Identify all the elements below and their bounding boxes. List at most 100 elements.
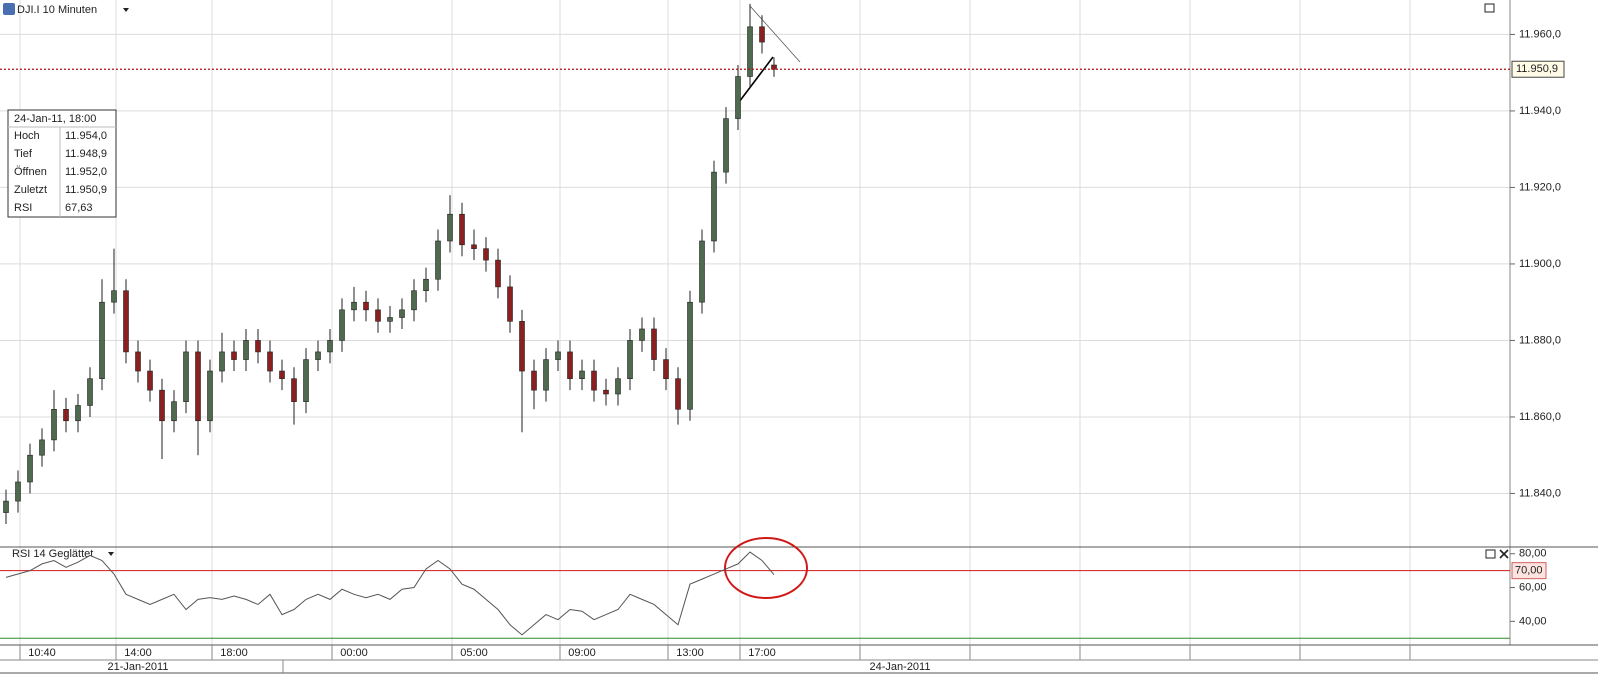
y-tick-label: 60,00 xyxy=(1519,581,1547,593)
rsi-line xyxy=(5,551,775,636)
candle-body xyxy=(171,401,177,422)
candle-body xyxy=(459,213,465,246)
candle-body xyxy=(327,340,333,353)
x-tick-label: 18:00 xyxy=(220,647,248,659)
candle-body xyxy=(375,309,381,322)
candle-body xyxy=(51,408,57,441)
trendline xyxy=(749,5,801,63)
candle-body xyxy=(663,359,669,379)
candle-body xyxy=(567,351,573,379)
candle-body xyxy=(735,76,741,119)
info-label: Öffnen xyxy=(14,166,47,178)
candle-body xyxy=(447,213,453,242)
candle-body xyxy=(507,286,513,322)
candle-body xyxy=(123,290,129,353)
candle-body xyxy=(183,351,189,402)
instrument-title[interactable]: DJI.I 10 Minuten xyxy=(17,4,97,16)
candle-body xyxy=(27,454,33,483)
info-label: Hoch xyxy=(14,130,40,142)
candle-body xyxy=(147,370,153,391)
close-button[interactable] xyxy=(1499,549,1509,559)
level-label: 70,00 xyxy=(1515,565,1543,577)
candle-body xyxy=(255,340,261,353)
y-tick-label: 11.920,0 xyxy=(1519,181,1561,193)
candle-body xyxy=(243,340,249,360)
info-value: 11.950,9 xyxy=(65,184,107,196)
x-tick-label: 09:00 xyxy=(568,647,596,659)
candle-body xyxy=(627,340,633,379)
indicator-title[interactable]: RSI 14 Geglättet xyxy=(12,548,93,560)
candle-body xyxy=(495,259,501,288)
candle-body xyxy=(531,370,537,391)
candle-body xyxy=(207,370,213,422)
dropdown-arrow[interactable] xyxy=(123,8,129,12)
candle-body xyxy=(723,118,729,173)
y-tick-label: 11.940,0 xyxy=(1519,105,1561,117)
candle-body xyxy=(195,351,201,422)
candle-body xyxy=(687,301,693,410)
candle-body xyxy=(699,240,705,303)
x-tick-label: 17:00 xyxy=(748,647,776,659)
candle-body xyxy=(603,389,609,395)
y-tick-label: 11.840,0 xyxy=(1519,487,1561,499)
info-value: 11.948,9 xyxy=(65,148,107,160)
candle-body xyxy=(267,351,273,372)
candle-body xyxy=(351,301,357,311)
candle-body xyxy=(483,248,489,261)
candle-body xyxy=(75,405,81,422)
dropdown-arrow[interactable] xyxy=(108,552,114,556)
date-label: 24-Jan-2011 xyxy=(870,661,931,673)
y-tick-label: 11.900,0 xyxy=(1519,258,1561,270)
last-price-box xyxy=(1511,60,1565,78)
x-tick-label: 10:40 xyxy=(28,647,56,659)
info-label: RSI xyxy=(14,202,32,214)
y-tick-label: 11.960,0 xyxy=(1519,28,1561,40)
y-tick-label: 40,00 xyxy=(1519,615,1547,627)
info-label: Zuletzt xyxy=(14,184,47,196)
candle-body xyxy=(747,26,753,77)
candle-body xyxy=(711,171,717,242)
info-value: 11.954,0 xyxy=(65,130,107,142)
y-tick-label: 11.880,0 xyxy=(1519,334,1561,346)
info-value: 67,63 xyxy=(65,202,93,214)
x-tick-label: 00:00 xyxy=(340,647,368,659)
candle-body xyxy=(135,351,141,372)
date-label: 21-Jan-2011 xyxy=(108,661,169,673)
x-tick-label: 13:00 xyxy=(676,647,704,659)
grid xyxy=(0,0,1510,645)
candle-body xyxy=(675,378,681,410)
candle-body xyxy=(291,378,297,402)
candle-body xyxy=(759,26,765,43)
candle-body xyxy=(543,359,549,391)
candle-body xyxy=(555,351,561,360)
candle-body xyxy=(363,301,369,311)
candle-body xyxy=(63,408,69,422)
candle-body xyxy=(3,500,9,513)
candle-body xyxy=(435,240,441,280)
candle-body xyxy=(591,370,597,391)
trendline xyxy=(735,56,774,107)
maximize-button[interactable] xyxy=(1485,549,1496,559)
candle-body xyxy=(579,370,585,379)
x-tick-label: 14:00 xyxy=(124,647,152,659)
last-price-label: 11.950,9 xyxy=(1516,63,1558,75)
y-tick-label: 80,00 xyxy=(1519,548,1547,560)
candle-body xyxy=(111,290,117,303)
candle-body xyxy=(303,359,309,402)
candle-body xyxy=(279,370,285,379)
candle-body xyxy=(471,244,477,249)
info-label: Tief xyxy=(14,148,33,160)
highlight-circle xyxy=(724,537,808,599)
candle-body xyxy=(519,321,525,372)
candle-body xyxy=(423,278,429,292)
info-box: 24-Jan-11, 18:00 xyxy=(7,109,117,218)
maximize-button[interactable] xyxy=(1484,3,1495,13)
candle-body xyxy=(639,328,645,341)
candle-body xyxy=(411,290,417,311)
candle-body xyxy=(99,301,105,379)
info-date: 24-Jan-11, 18:00 xyxy=(14,113,96,125)
candle-body xyxy=(651,328,657,360)
candle-body xyxy=(231,351,237,360)
